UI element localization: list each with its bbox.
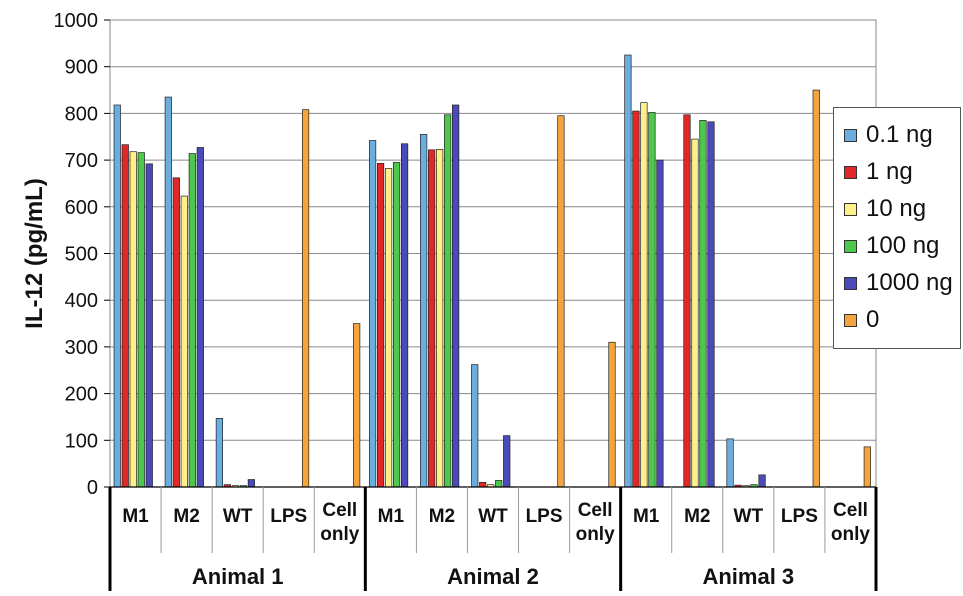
bar-0-1-ng [420,134,428,488]
y-tick-label: 200 [65,384,98,406]
y-tick-label: 800 [65,103,98,125]
bar-10-ng [436,149,444,488]
bar-1000-ng [758,474,766,488]
y-tick-label: 700 [65,150,98,172]
legend-swatch [844,276,857,290]
y-axis-title: IL-12 (pg/mL) [21,178,48,329]
bar-0-1-ng [471,364,479,488]
category-label: Cell [578,500,613,521]
y-tick-label: 1000 [54,10,99,32]
legend-label: 100 ng [866,232,940,259]
legend: 0.1 ng 1 ng 10 ng 100 ng 1000 ng 0 [833,107,961,349]
category-label: M2 [173,506,199,527]
bar-100-ng [137,152,145,488]
category-label: LPS [526,506,563,527]
category-label: only [320,524,359,545]
bar-0-1-ng [368,140,377,488]
y-tick-label: 900 [65,57,98,79]
bar-100-ng [444,114,452,488]
y-tick-label: 300 [65,337,98,359]
legend-swatch [844,239,857,253]
y-tick-label: 0 [87,477,98,499]
category-label: LPS [781,506,818,527]
bar-1000-ng [707,121,715,488]
category-label: M2 [429,506,455,527]
bar-1000-ng [503,435,511,488]
bar-1000-ng [145,163,153,488]
bar-10-ng [640,102,648,488]
category-label: M2 [684,506,710,527]
category-label: LPS [270,506,307,527]
category-label: M1 [122,506,149,527]
bar-1000-ng [247,479,255,488]
legend-label: 0 [866,306,880,333]
bar-1000-ng [196,147,204,488]
bar-0 [812,89,820,488]
bar-0 [557,115,565,488]
bar-1-ng [376,163,385,488]
bar-0 [301,109,310,488]
bar-100-ng [392,162,401,488]
bar-100-ng [699,120,707,488]
legend-label: 0.1 ng [866,121,933,148]
category-label: M1 [633,506,660,527]
legend-item: 0.1 ng [844,120,933,150]
bar-100-ng [188,153,196,488]
bar-1-ng [632,110,640,488]
legend-item: 10 ng [844,194,926,224]
legend-item: 1000 ng [844,268,953,298]
bar-10-ng [129,151,137,488]
category-label: WT [478,506,508,527]
bar-100-ng [648,112,656,488]
category-label: WT [734,506,764,527]
bar-10-ng [384,168,393,488]
bar-1-ng [121,144,129,488]
legend-item: 100 ng [844,231,939,261]
bar-0-1-ng [113,104,121,488]
bar-10-ng [180,195,188,488]
category-label: Cell [833,500,868,521]
group-label: Animal 3 [702,564,794,589]
legend-swatch [844,165,857,179]
legend-swatch [844,202,857,216]
bar-1000-ng [656,159,664,488]
category-label: WT [223,506,253,527]
bar-0-1-ng [726,438,734,488]
bar-0-1-ng [164,96,172,488]
bar-0-1-ng [215,418,223,488]
bar-100-ng [495,480,503,488]
bar-1-ng [172,177,180,488]
bar-1-ng [479,481,487,488]
legend-label: 1 ng [866,158,913,185]
bar-10-ng [691,138,699,488]
bar-0 [863,446,871,488]
y-tick-label: 600 [65,197,98,219]
bar-1-ng [683,114,691,488]
group-label: Animal 1 [192,564,284,589]
bar-0 [608,341,616,488]
legend-item: 1 ng [844,157,913,187]
y-tick-label: 500 [65,244,98,266]
bar-1000-ng [400,143,409,488]
legend-label: 1000 ng [866,269,953,296]
bar-1-ng [428,149,436,488]
category-label: Cell [322,500,357,521]
bar-1000-ng [452,104,460,488]
bar-0 [353,323,361,488]
category-label: M1 [378,506,405,527]
category-label: only [576,524,615,545]
legend-swatch [844,313,857,327]
y-tick-label: 400 [65,290,98,312]
group-label: Animal 2 [447,564,539,589]
legend-label: 10 ng [866,195,927,222]
legend-swatch [844,128,857,142]
y-tick-label: 100 [65,430,98,452]
bar-0-1-ng [624,54,632,488]
category-label: only [831,524,870,545]
legend-item: 0 [844,305,879,335]
